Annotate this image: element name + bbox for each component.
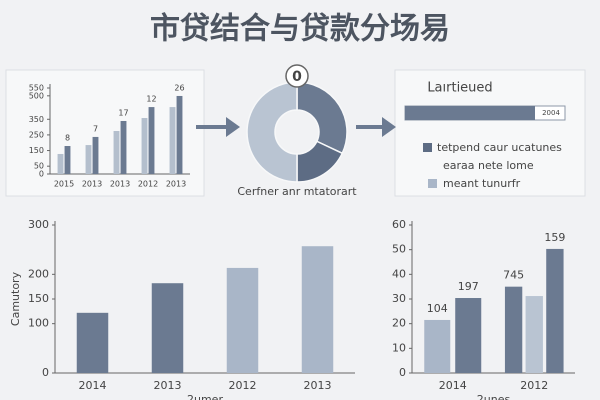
- legend-text: earaa nete lome: [443, 159, 534, 172]
- bar: [546, 248, 564, 373]
- annotation: 197: [458, 280, 479, 293]
- y-tick-label: 200: [28, 267, 49, 280]
- y-tick-label: 10: [392, 341, 406, 354]
- bar: [148, 107, 155, 174]
- annotation: 159: [544, 231, 565, 244]
- x-tick-label: 2013: [304, 379, 332, 392]
- y-tick-label: 0: [39, 170, 44, 179]
- annotation: 745: [503, 269, 524, 282]
- x-tick-label: 2013: [154, 379, 182, 392]
- bar: [151, 283, 184, 373]
- bar: [57, 153, 64, 174]
- x-axis-label: 2unes: [477, 393, 511, 400]
- panel: [394, 69, 586, 197]
- progress-fill: [405, 106, 535, 120]
- y-tick-label: 300: [28, 218, 49, 231]
- donut-title: 0: [292, 69, 302, 85]
- bar: [525, 296, 543, 373]
- x-tick-label: 2014: [439, 379, 467, 392]
- y-tick-label: 0: [399, 366, 406, 379]
- bar: [141, 118, 148, 174]
- y-tick-label: 50: [34, 162, 44, 171]
- x-axis-label: 2umer: [187, 393, 223, 400]
- y-tick-label: 0: [42, 366, 49, 379]
- legend-text: meant tunurfr: [443, 177, 521, 190]
- y-tick-label: 150: [28, 292, 49, 305]
- x-tick-label: 2015: [54, 180, 74, 189]
- bar: [92, 136, 99, 174]
- bar: [424, 319, 451, 373]
- y-tick-label: 60: [392, 218, 406, 231]
- x-tick-label: 2014: [79, 379, 107, 392]
- legend-swatch: [428, 179, 437, 188]
- annotation: 26: [174, 83, 184, 92]
- annotation: 7: [93, 124, 98, 133]
- y-tick-label: 100: [28, 317, 49, 330]
- bar: [169, 107, 176, 174]
- y-tick-label: 50: [392, 243, 406, 256]
- donut-segment: [296, 81, 348, 155]
- bar: [113, 131, 120, 174]
- y-tick-label: 150: [29, 146, 44, 155]
- y-tick-label: 40: [392, 267, 406, 280]
- x-tick-label: 2012: [520, 379, 548, 392]
- donut-segment: [246, 81, 298, 183]
- x-tick-label: 2012: [229, 379, 257, 392]
- bar: [504, 286, 523, 373]
- y-tick-label: 30: [392, 292, 406, 305]
- legend-swatch: [423, 143, 432, 152]
- y-tick-label: 20: [392, 317, 406, 330]
- bar: [85, 145, 92, 174]
- annotation: 8: [65, 134, 70, 143]
- bar: [226, 267, 259, 373]
- annotation: 17: [118, 108, 128, 117]
- bar: [455, 298, 482, 373]
- y-axis-label: Camutory: [9, 271, 22, 326]
- y-tick-label: 350: [29, 115, 44, 124]
- x-tick-label: 2013: [82, 180, 102, 189]
- x-tick-label: 2013: [166, 180, 186, 189]
- bar: [76, 312, 109, 373]
- x-tick-label: 2012: [138, 180, 158, 189]
- y-tick-label: 550: [29, 84, 44, 93]
- y-tick-label: 500: [29, 91, 44, 100]
- arrow: [356, 117, 396, 137]
- badge: [285, 64, 309, 88]
- bar: [301, 246, 334, 373]
- annotation: 104: [427, 302, 448, 315]
- page-title: 市贷结合与贷款分场易: [150, 12, 450, 47]
- bar: [64, 146, 71, 174]
- progress-label: 2004: [542, 109, 560, 117]
- y-tick-label: 250: [29, 130, 44, 139]
- bar: [120, 120, 127, 174]
- bar: [176, 95, 183, 174]
- annotation: 12: [146, 95, 156, 104]
- arrow: [196, 117, 240, 137]
- legend-text: tetpend caur ucatunes: [437, 141, 562, 154]
- donut-label: Cerfner anr mtatorart: [237, 185, 357, 198]
- summary-title: Laırtieued: [427, 81, 492, 96]
- x-tick-label: 2013: [110, 180, 130, 189]
